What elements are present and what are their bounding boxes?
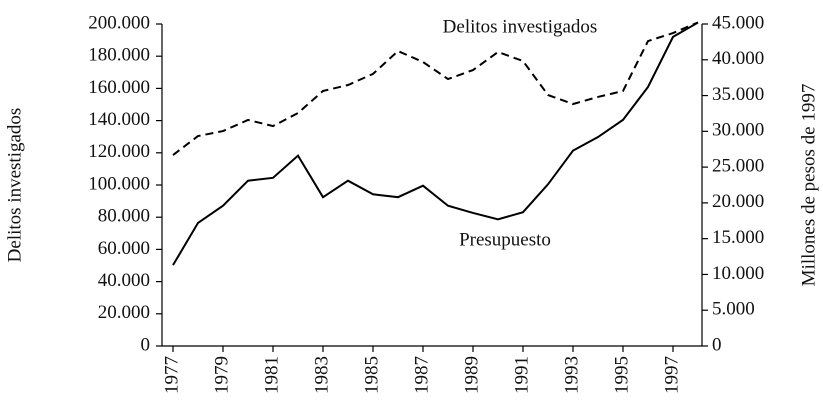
- y-tick-label: 40.000: [98, 270, 150, 291]
- y2-tick-label: 35.000: [712, 84, 764, 105]
- y-tick-label: 60.000: [98, 238, 150, 259]
- y2-tick-label: 45.000: [712, 12, 764, 33]
- x-tick-label: 1985: [361, 356, 382, 394]
- y-tick-label: 160.000: [88, 77, 150, 98]
- y2-tick-label: 40.000: [712, 48, 764, 69]
- x-tick-label: 1989: [461, 356, 482, 394]
- y-tick-label: 140.000: [88, 109, 150, 130]
- y2-axis-title: Millones de pesos de 1997: [798, 84, 819, 287]
- y-tick-label: 20.000: [98, 302, 150, 323]
- y2-tick-label: 15.000: [712, 227, 764, 248]
- x-tick-label: 1997: [661, 356, 682, 394]
- x-tick-label: 1977: [161, 356, 182, 394]
- y2-tick-label: 20.000: [712, 191, 764, 212]
- y2-tick-label: 5.000: [712, 299, 755, 320]
- y-tick-label: 200.000: [88, 12, 150, 33]
- y-tick-label: 80.000: [98, 206, 150, 227]
- x-tick-label: 1993: [561, 356, 582, 394]
- series-label: Delitos investigados: [443, 16, 598, 37]
- y2-tick-label: 30.000: [712, 120, 764, 141]
- y2-tick-label: 10.000: [712, 263, 764, 284]
- y-axis-title: Delitos investigados: [4, 108, 25, 263]
- y-tick-label: 120.000: [88, 141, 150, 162]
- y-tick-label: 0: [141, 334, 151, 355]
- y2-tick-label: 0: [712, 334, 722, 355]
- x-tick-label: 1987: [411, 356, 432, 394]
- series-line: [172, 21, 699, 266]
- x-tick-label: 1995: [611, 356, 632, 394]
- y2-tick-label: 25.000: [712, 155, 764, 176]
- x-tick-label: 1981: [261, 356, 282, 394]
- y-tick-label: 180.000: [88, 45, 150, 66]
- x-tick-label: 1979: [211, 356, 232, 394]
- series-label: Presupuesto: [459, 229, 551, 250]
- y-tick-label: 100.000: [88, 173, 150, 194]
- x-tick-label: 1983: [311, 356, 332, 394]
- x-tick-label: 1991: [511, 356, 532, 394]
- series-line: [172, 21, 699, 156]
